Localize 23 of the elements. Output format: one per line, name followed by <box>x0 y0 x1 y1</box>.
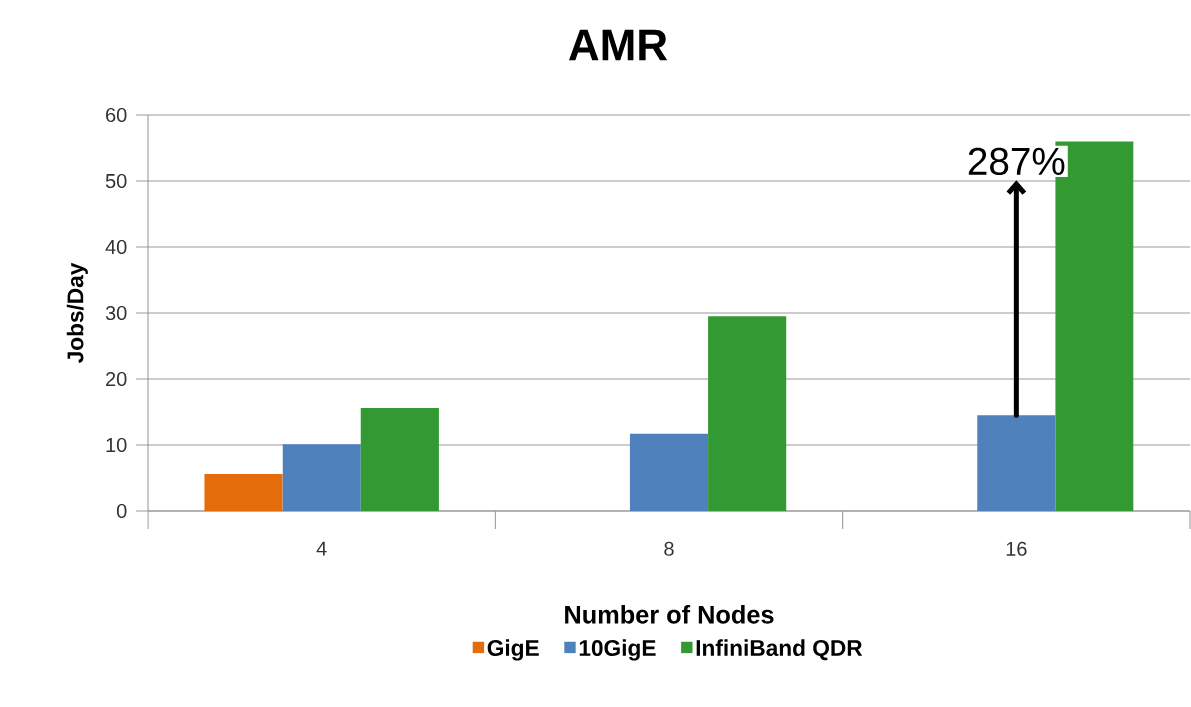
x-axis-title: Number of Nodes <box>565 605 774 624</box>
x-tick-label: 16 <box>1006 541 1027 556</box>
y-tick-label: 30 <box>105 305 127 321</box>
y-tick-label: 20 <box>106 371 127 387</box>
bar <box>977 415 1056 511</box>
y-tick-label: 40 <box>105 239 127 255</box>
y-tick-label: 0 <box>116 503 127 519</box>
y-tick-label: 60 <box>106 107 127 123</box>
chart-title: AMR <box>569 29 668 61</box>
bar <box>629 433 709 511</box>
legend-label: InfiniBand QDR <box>696 639 863 661</box>
y-tick-label: 10 <box>106 437 127 453</box>
legend-label: 10GigE <box>579 639 656 661</box>
legend-label: GigE <box>487 639 539 661</box>
x-tick-label: 4 <box>316 541 327 556</box>
y-tick-label: 50 <box>105 173 127 189</box>
x-tick-label: 8 <box>664 541 674 556</box>
y-axis-title: Jobs/Day <box>66 262 88 364</box>
bar <box>708 316 787 511</box>
bar <box>204 474 283 511</box>
bar <box>360 408 439 511</box>
annotation: 287% <box>968 147 1065 176</box>
bar <box>282 444 361 511</box>
